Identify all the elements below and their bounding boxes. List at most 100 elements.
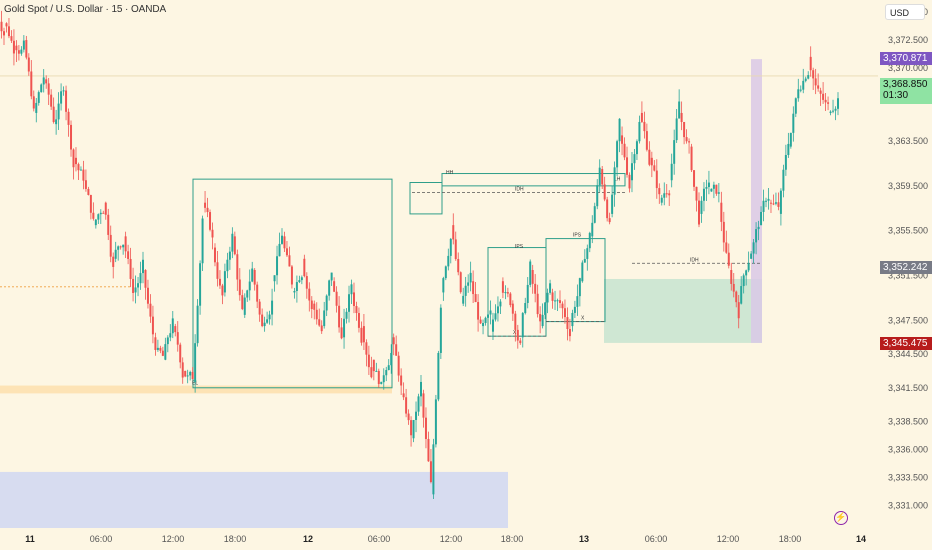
y-tick-label: 3,344.500 — [888, 349, 928, 359]
candle-body — [313, 303, 316, 310]
candle-body — [521, 313, 524, 338]
candle-body — [87, 188, 90, 195]
candle-body — [174, 326, 177, 333]
candle-body — [176, 332, 179, 345]
candle-body — [92, 212, 95, 219]
candle-body — [727, 252, 730, 266]
candle-body — [300, 277, 303, 281]
candle-body — [102, 212, 105, 214]
y-tick-label: 3,363.500 — [888, 136, 928, 146]
range-box-1 — [409, 182, 443, 215]
candle-body — [559, 300, 561, 303]
candle-body — [633, 154, 636, 164]
candle-body — [5, 23, 8, 27]
orange-zone — [0, 385, 392, 394]
candle-body — [757, 226, 760, 230]
candle-body — [338, 305, 341, 328]
candle-body — [144, 270, 147, 288]
candle-body — [74, 157, 77, 165]
x-tick-label: 12:00 — [717, 534, 740, 544]
candle-body — [715, 184, 718, 194]
candle-body — [745, 270, 748, 276]
flash-icon[interactable]: ⚡ — [834, 511, 848, 525]
candle-body — [578, 278, 581, 297]
candle-body — [722, 221, 725, 243]
candle-body — [352, 292, 355, 307]
candle-body — [489, 310, 492, 315]
candle-body — [730, 270, 733, 284]
candle-body — [752, 242, 755, 254]
candle-body — [819, 90, 822, 94]
candle-body — [678, 101, 681, 119]
candle-body — [712, 184, 715, 189]
candle-body — [72, 149, 75, 168]
candle-body — [487, 314, 490, 318]
candle-body — [618, 118, 621, 142]
candle-body — [742, 275, 745, 287]
candle-body — [673, 140, 676, 164]
candle-body — [834, 108, 837, 111]
x-tick-label: 06:00 — [90, 534, 113, 544]
candle-body — [777, 202, 780, 207]
candle-body — [94, 219, 97, 226]
candle-body — [206, 207, 209, 213]
candle-body — [762, 200, 765, 212]
candle-body — [395, 344, 398, 356]
candle-body — [310, 300, 313, 310]
candle-body — [30, 71, 33, 97]
candle-body — [807, 75, 810, 79]
candle-body — [561, 303, 564, 309]
candle-body — [0, 21, 3, 32]
candle-body — [767, 198, 770, 201]
candle-body — [650, 157, 653, 166]
candle-body — [675, 118, 678, 141]
candle-body — [295, 282, 298, 291]
candle-body — [499, 301, 502, 307]
x-tick-label: 14 — [856, 534, 866, 544]
candle-body — [194, 343, 197, 383]
candle-body — [184, 370, 187, 377]
candle-body — [288, 255, 291, 267]
candle-body — [737, 302, 740, 319]
candle-body — [702, 188, 705, 201]
candle-body — [283, 236, 286, 249]
candle-body — [47, 83, 50, 95]
candle-body — [827, 102, 830, 104]
candle-body — [693, 170, 696, 187]
x-tick-label: 12:00 — [440, 534, 463, 544]
candle-body — [720, 202, 723, 222]
candle-body — [668, 193, 671, 196]
candle-body — [325, 295, 328, 311]
candle-body — [534, 283, 537, 294]
y-tick-label: 3,338.500 — [888, 416, 928, 426]
candle-body — [802, 80, 805, 90]
candle-body — [127, 251, 130, 259]
candle-body — [276, 256, 279, 276]
candle-body — [484, 317, 487, 324]
currency-selector[interactable]: USD — [885, 4, 925, 20]
price-label-purple: 3,370.871 — [880, 51, 932, 65]
x-tick-label: 06:00 — [368, 534, 391, 544]
candle-body — [55, 119, 58, 125]
candle-body — [765, 200, 768, 202]
candle-body — [596, 185, 599, 207]
candle-body — [735, 291, 738, 303]
candle-body — [10, 36, 13, 41]
range-box-4 — [545, 238, 606, 323]
candle-body — [511, 303, 514, 314]
candle-body — [377, 370, 380, 385]
candle-body — [50, 94, 53, 107]
candle-body — [357, 313, 360, 328]
candle-body — [45, 79, 48, 84]
candle-body — [789, 132, 792, 147]
candle-body — [551, 292, 554, 301]
candle-body — [375, 370, 378, 372]
candle-body — [772, 203, 775, 205]
candle-body — [573, 306, 576, 313]
candle-body — [725, 242, 728, 253]
candle-body — [104, 202, 107, 215]
annotation-label: X — [581, 316, 585, 322]
candle-body — [186, 375, 189, 377]
annotation-label: IDH — [690, 257, 699, 263]
